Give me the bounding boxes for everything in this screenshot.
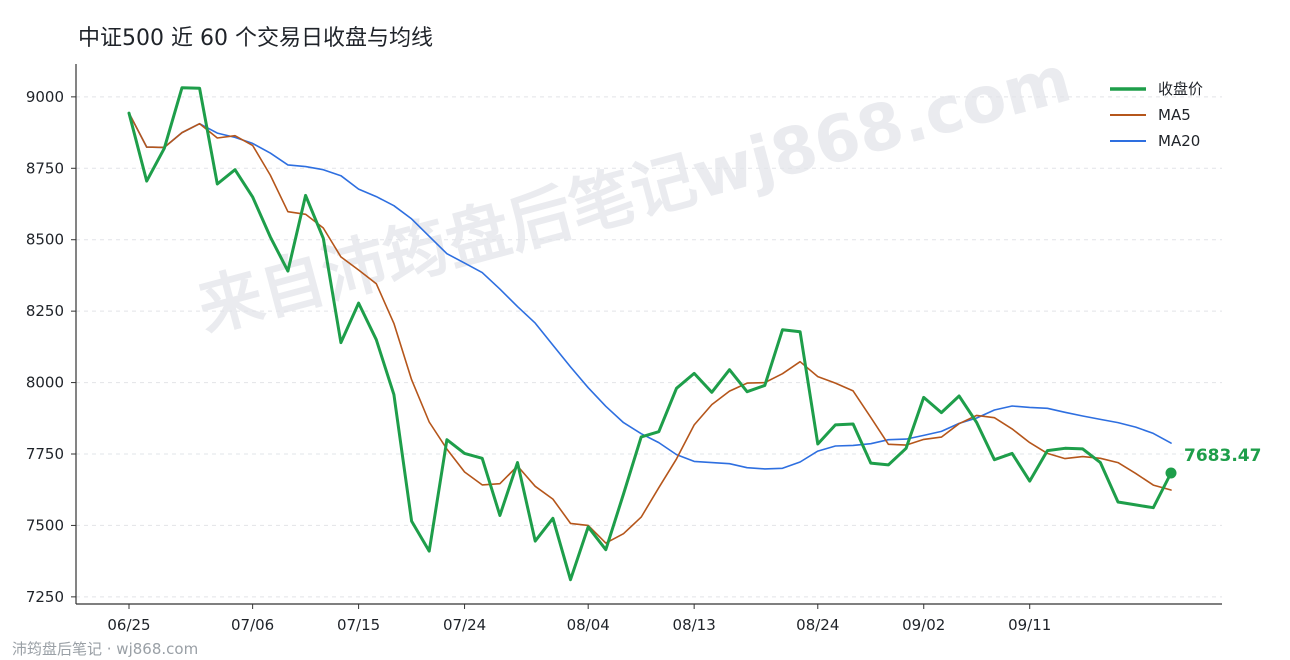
axes: 7250 7500 7750 8000 8250 8500 8750 9000 06/25 07/… — [26, 64, 1222, 634]
footer-source: 沛筠盘后笔记 · wj868.com — [12, 640, 198, 658]
series — [127, 86, 1173, 582]
x-tick-label: 08/24 — [796, 616, 839, 634]
end-label-group: 7683.47 — [1165, 446, 1261, 479]
last-close-label: 7683.47 — [1184, 446, 1261, 466]
chart-title: 中证500 近 60 个交易日收盘与均线 — [78, 26, 433, 51]
x-tick-label: 09/11 — [1008, 616, 1051, 634]
series-line-close — [127, 86, 1173, 582]
x-tick-label: 09/02 — [902, 616, 945, 634]
y-tick-label: 8250 — [26, 302, 64, 320]
x-tick-label: 06/25 — [107, 616, 150, 634]
y-tick-label: 7250 — [26, 588, 64, 606]
series-line-ma20 — [128, 112, 1172, 470]
last-close-point — [1165, 467, 1177, 479]
y-tick-label: 8500 — [26, 231, 64, 249]
grid-lines — [76, 96, 1222, 598]
y-tick-label: 8000 — [26, 374, 64, 392]
legend-label: 收盘价 — [1158, 80, 1203, 98]
y-tick-label: 8750 — [26, 159, 64, 177]
y-tick-label: 7750 — [26, 445, 64, 463]
x-tick-label: 07/06 — [231, 616, 274, 634]
y-tick-label: 7500 — [26, 516, 64, 534]
x-tick-label: 08/13 — [673, 616, 716, 634]
y-tick-label: 9000 — [26, 88, 64, 106]
legend-label: MA20 — [1158, 132, 1200, 150]
legend: 收盘价 MA5 MA20 — [1110, 80, 1203, 150]
legend-label: MA5 — [1158, 106, 1191, 124]
x-tick-label: 07/24 — [443, 616, 486, 634]
watermark: 来自沛筠盘后笔记wj868.com — [191, 43, 1079, 347]
watermark-text: 来自沛筠盘后笔记wj868.com — [191, 43, 1079, 347]
x-tick-label: 07/15 — [337, 616, 380, 634]
x-tick-label: 08/04 — [567, 616, 610, 634]
